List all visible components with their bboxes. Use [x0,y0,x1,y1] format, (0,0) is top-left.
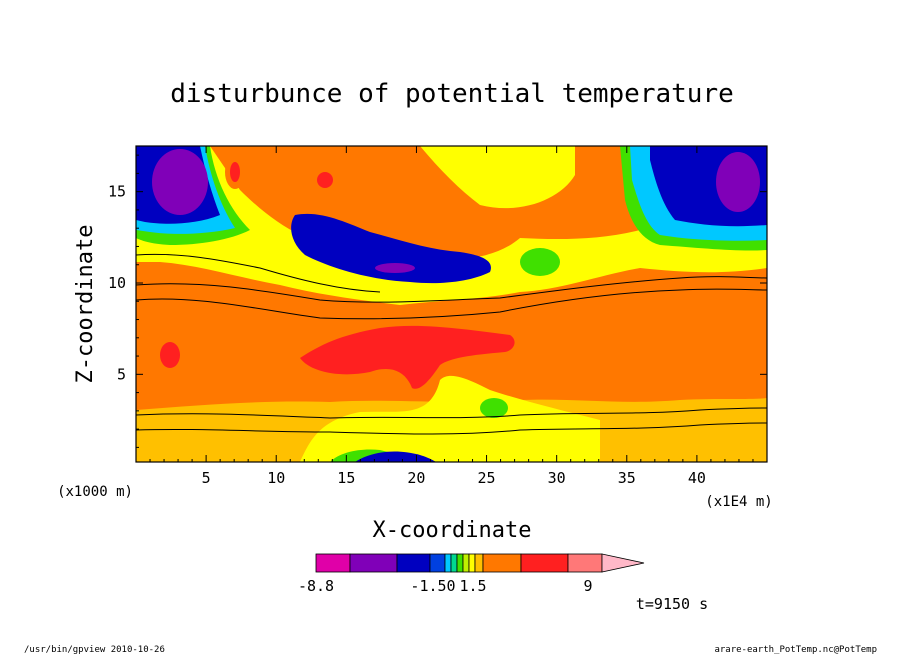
colorbar-arrow [601,553,645,573]
x-axis: 5 10 15 20 25 30 35 40 [149,146,754,487]
y-axis: 5 10 15 [108,154,767,448]
x-tick-label: 30 [548,469,566,487]
region-low-yellow2 [300,375,600,462]
region-green-right [520,248,560,276]
colorbar-swatch [429,553,446,573]
colorbar-labels: -8.8 -1.50 1.5 9 [298,577,593,595]
region-blue-band [291,213,491,284]
y-tick-label: 5 [117,365,126,383]
x-tick-label: 40 [688,469,706,487]
x-tick-label: 10 [267,469,285,487]
y-tick-label: 15 [108,183,126,201]
region-purple-right [716,152,760,212]
footer-left: /usr/bin/gpview 2010-10-26 [24,645,165,654]
colorbar [315,553,645,573]
colorbar-swatch [462,553,470,573]
colorbar-swatch [474,553,484,573]
x-unit-left: (x1000 m) [57,484,133,500]
colorbar-label: 9 [583,577,592,595]
x-tick-label: 20 [407,469,425,487]
colorbar-label: 1.5 [459,577,486,595]
colorbar-swatch [567,553,603,573]
colorbar-swatch [444,553,452,573]
colorbar-swatch [349,553,398,573]
colorbar-swatch [482,553,522,573]
region-low-green-blob [480,398,508,418]
y-tick-label: 10 [108,274,126,292]
region-low-blue [355,451,436,462]
colorbar-swatch [450,553,458,573]
y-axis-label: Z-coordinate [73,225,98,384]
region-red-max [300,325,515,389]
colorbar-swatch [520,553,569,573]
region-red-left [160,342,180,368]
region-purple-left [152,149,208,215]
x-tick-label: 15 [337,469,355,487]
x-tick-label: 25 [478,469,496,487]
x-tick-label: 35 [618,469,636,487]
time-label: t=9150 s [636,595,708,613]
colorbar-swatch [396,553,431,573]
colorbar-swatch [468,553,476,573]
contour-field [136,146,767,462]
footer-right: arare-earth_PotTemp.nc@PotTemp [714,645,877,654]
chart-title: disturbunce of potential temperature [170,79,734,109]
plot-frame [135,145,768,463]
colorbar-swatch [456,553,464,573]
region-purple-band [375,263,415,273]
colorbar-label: -8.8 [298,577,334,595]
x-unit-right: (x1E4 m) [705,494,772,510]
region-red-blob [230,162,240,182]
colorbar-label: -1.50 [410,577,455,595]
colorbar-swatch [315,553,351,573]
x-tick-label: 5 [202,469,211,487]
contour-lines [136,253,767,435]
x-axis-label: X-coordinate [373,518,532,543]
region-red-mid [317,172,333,188]
